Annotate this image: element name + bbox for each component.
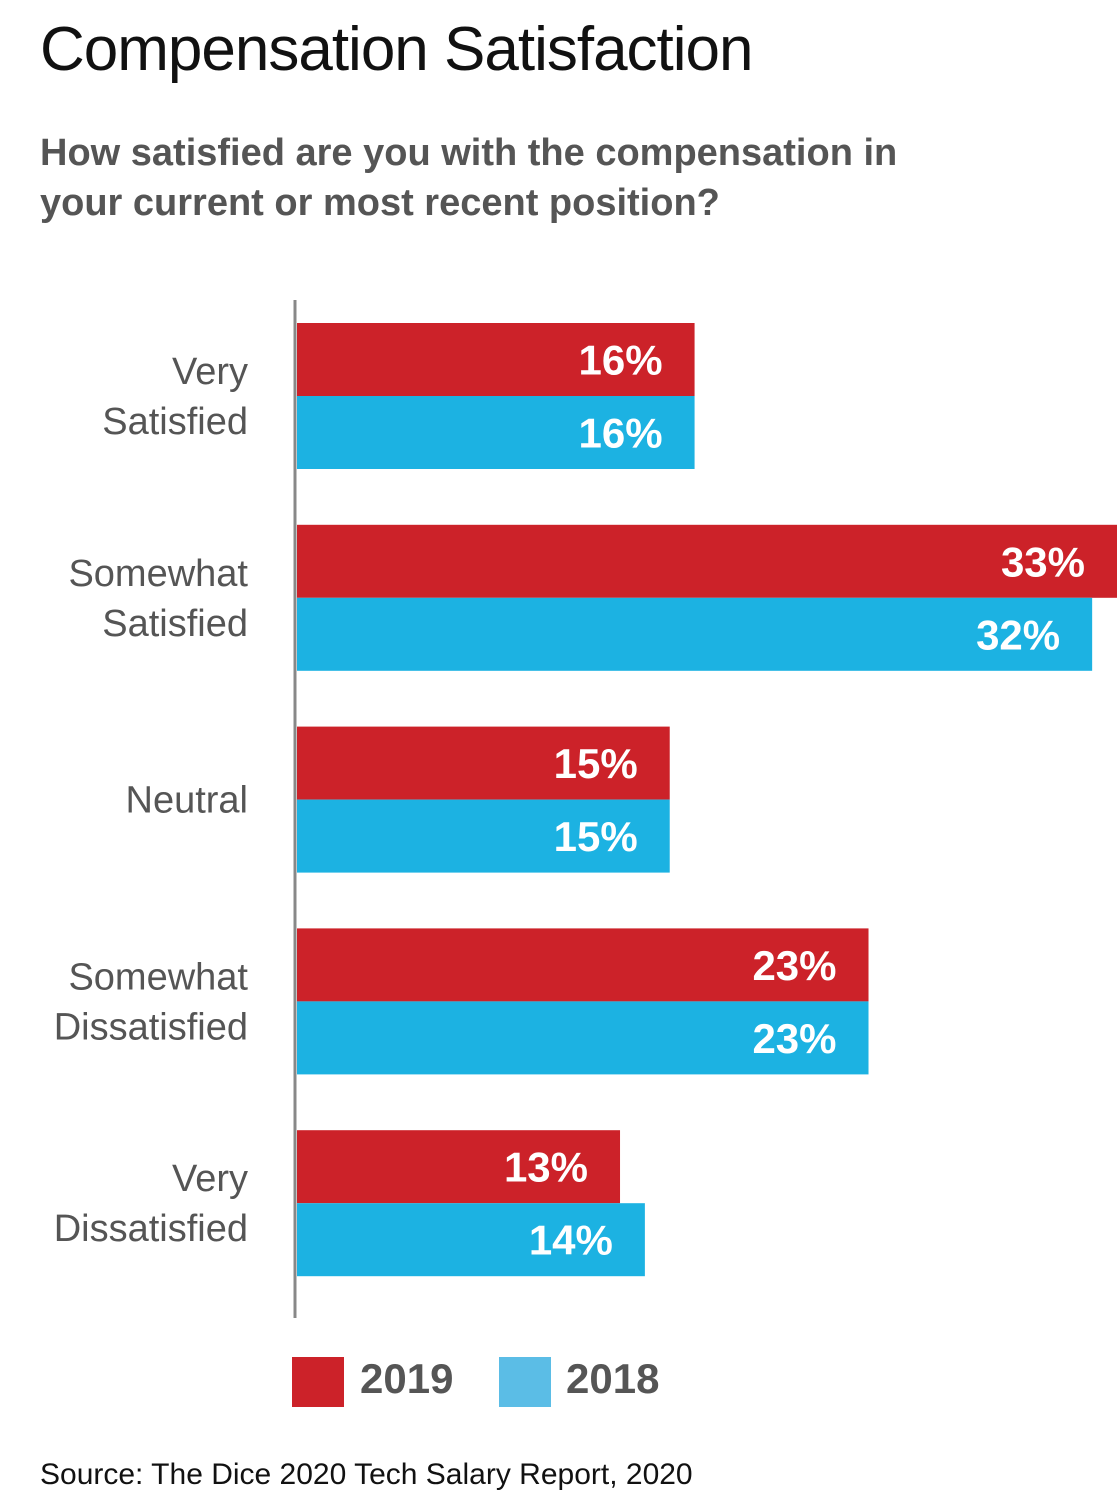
data-label: 16% — [579, 410, 663, 457]
chart-title: Compensation Satisfaction — [40, 15, 754, 84]
legend-swatch-2019 — [292, 1357, 344, 1407]
data-label: 32% — [976, 611, 1060, 658]
bar-2019 — [297, 928, 869, 1002]
bar-2019 — [297, 524, 1117, 598]
data-label: 23% — [752, 942, 836, 989]
category-label: Very — [172, 351, 248, 393]
bar-2018 — [297, 396, 695, 469]
bar-2018 — [297, 1203, 645, 1277]
bar-2019 — [297, 726, 670, 800]
data-label: 23% — [752, 1015, 836, 1062]
data-label: 13% — [504, 1144, 588, 1191]
category-label: Neutral — [126, 780, 249, 822]
legend-label-2018: 2018 — [566, 1355, 659, 1402]
category-label: Dissatisfied — [54, 1006, 248, 1048]
category-label: Somewhat — [68, 553, 248, 595]
bar-chart: Very Satisfied 16% 16% Somewhat Satisfied 33% 3… — [54, 300, 1117, 1407]
bars-group: Very Satisfied 16% 16% Somewhat Satisfied 33% 3… — [54, 323, 1117, 1277]
legend: 2019 2018 — [292, 1355, 659, 1407]
bar-2019 — [297, 1130, 621, 1204]
chart-subtitle: How satisfied are you with the compensat… — [40, 132, 898, 224]
bar-2018 — [297, 597, 1093, 671]
data-label: 14% — [529, 1217, 613, 1264]
category-label: Satisfied — [102, 401, 248, 443]
category-label: Somewhat — [68, 956, 248, 998]
data-label: 16% — [579, 337, 663, 384]
legend-label-2019: 2019 — [360, 1355, 453, 1402]
category-label: Very — [172, 1158, 248, 1200]
category-label: Dissatisfied — [54, 1208, 248, 1250]
data-label: 15% — [554, 740, 638, 787]
bar-2018 — [297, 1001, 869, 1075]
source-note: Source: The Dice 2020 Tech Salary Report… — [40, 1458, 693, 1491]
category-label: Satisfied — [102, 603, 248, 645]
data-label: 15% — [554, 813, 638, 860]
data-label: 33% — [1001, 538, 1085, 585]
legend-swatch-2018 — [499, 1357, 551, 1407]
bar-2018 — [297, 799, 670, 873]
bar-2019 — [297, 323, 695, 396]
